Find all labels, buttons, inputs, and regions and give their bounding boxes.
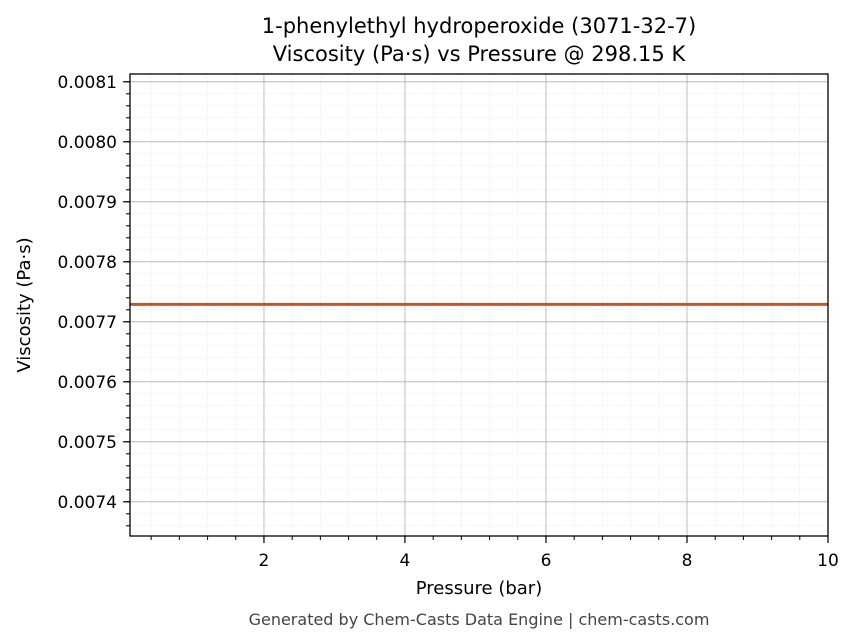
chart-title-line2: Viscosity (Pa·s) vs Pressure @ 298.15 K xyxy=(273,42,687,66)
y-tick-label: 0.0080 xyxy=(58,133,117,153)
x-tick-label: 10 xyxy=(817,551,839,571)
y-tick-label: 0.0078 xyxy=(58,253,117,273)
y-tick-label: 0.0081 xyxy=(58,73,117,93)
x-axis-label: Pressure (bar) xyxy=(416,578,542,599)
y-axis-label: Viscosity (Pa·s) xyxy=(14,237,35,372)
y-tick-label: 0.0077 xyxy=(58,313,117,333)
y-tick-label: 0.0074 xyxy=(58,493,117,513)
plot-frame xyxy=(129,73,829,537)
y-tick-label: 0.0075 xyxy=(58,433,117,453)
y-tick-label: 0.0079 xyxy=(58,193,117,213)
chart-title-line1: 1-phenylethyl hydroperoxide (3071-32-7) xyxy=(262,14,696,38)
x-tick-labels: 2 4 6 8 10 xyxy=(259,551,839,571)
y-tick-label: 0.0076 xyxy=(58,373,117,393)
x-tick-label: 2 xyxy=(259,551,270,571)
axis-ticks xyxy=(123,81,829,543)
footer-credit: Generated by Chem-Casts Data Engine | ch… xyxy=(249,610,710,629)
x-tick-label: 4 xyxy=(400,551,411,571)
y-tick-labels: 0.0074 0.0075 0.0076 0.0077 0.0078 0.0079 0.00… xyxy=(58,73,117,513)
x-tick-label: 8 xyxy=(682,551,693,571)
x-tick-label: 6 xyxy=(541,551,552,571)
